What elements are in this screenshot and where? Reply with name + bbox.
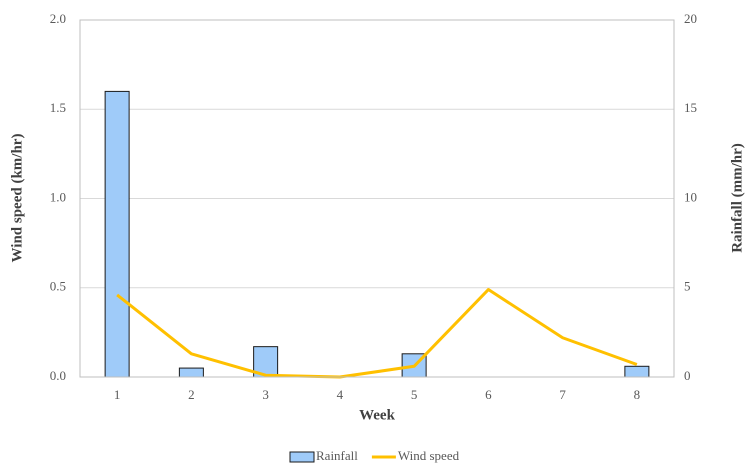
- x-tick-label: 7: [559, 387, 566, 402]
- x-tick-label: 5: [411, 387, 418, 402]
- x-axis-label: Week: [359, 407, 395, 423]
- legend-label: Rainfall: [316, 448, 358, 463]
- y2-tick-label: 0: [684, 368, 691, 383]
- y-axis-label: Wind speed (km/hr): [9, 134, 25, 263]
- y2-tick-label: 15: [684, 100, 697, 115]
- y-tick-label: 0.5: [50, 279, 66, 294]
- legend-swatch: [289, 451, 315, 463]
- y2-axis-label: Rainfall (mm/hr): [729, 143, 745, 253]
- y2-tick-label: 5: [684, 279, 691, 294]
- x-tick-label: 1: [114, 387, 121, 402]
- x-tick-label: 6: [485, 387, 492, 402]
- x-tick-label: 4: [337, 387, 344, 402]
- bar: [178, 367, 204, 378]
- x-tick-label: 2: [188, 387, 195, 402]
- y-tick-label: 0.0: [50, 368, 66, 383]
- y-tick-label: 2.0: [50, 11, 66, 26]
- bar: [104, 90, 130, 378]
- bar: [253, 346, 279, 378]
- legend-label: Wind speed: [398, 448, 460, 463]
- x-tick-label: 3: [262, 387, 269, 402]
- y-tick-label: 1.5: [50, 100, 66, 115]
- y2-tick-label: 20: [684, 11, 697, 26]
- line: [116, 288, 638, 379]
- x-tick-label: 8: [634, 387, 641, 402]
- bar: [624, 365, 650, 378]
- y2-tick-label: 10: [684, 189, 697, 204]
- y-tick-label: 1.0: [50, 189, 66, 204]
